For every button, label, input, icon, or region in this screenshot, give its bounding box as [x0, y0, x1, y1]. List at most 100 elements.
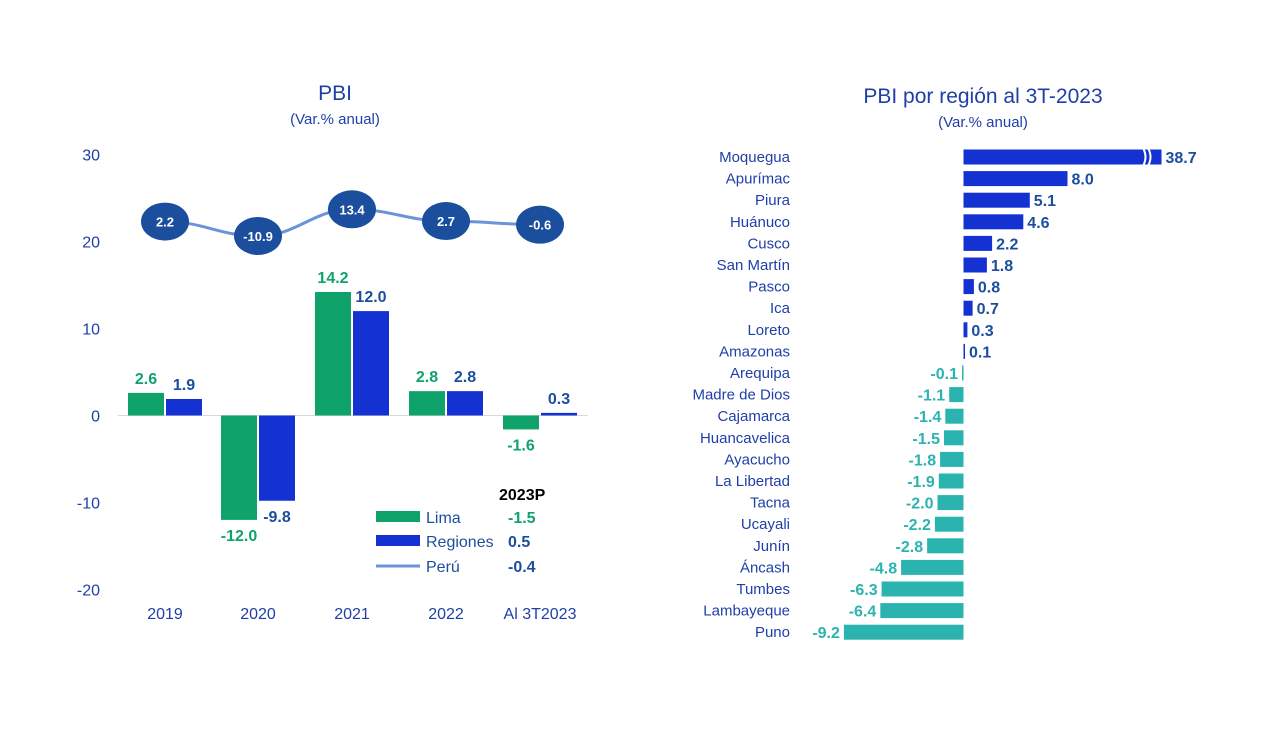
- region-label: Lambayeque: [703, 603, 790, 620]
- region-bar: [934, 516, 964, 532]
- region-label: Cajamarca: [717, 408, 790, 425]
- peru-data-label: -10.9: [243, 229, 273, 244]
- region-data-label: -1.1: [918, 388, 946, 405]
- regiones-bar: [259, 415, 295, 501]
- regiones-bar: [166, 398, 202, 416]
- gdp-annual-chart: PBI (Var.% anual) 30 20 10 0 -10 -20 2019 2020 2…: [77, 82, 588, 623]
- region-label: La Libertad: [715, 473, 790, 490]
- x-tick-label: 2019: [147, 606, 183, 623]
- regiones-bar: [353, 311, 389, 416]
- peru-data-label: 2.2: [156, 215, 174, 230]
- axis-break-mark: [1142, 148, 1152, 166]
- region-bar: [945, 408, 964, 424]
- lima-bar: [409, 391, 445, 416]
- region-data-label: -2.2: [903, 517, 931, 534]
- region-label: Ayacucho: [724, 451, 790, 468]
- region-data-label: 5.1: [1034, 193, 1056, 210]
- region-data-label: 0.1: [969, 344, 991, 361]
- legend-header: 2023P: [499, 487, 546, 504]
- x-tick-label: Al 3T2023: [504, 606, 577, 623]
- left-chart-subtitle: (Var.% anual): [290, 111, 380, 128]
- lima-bar: [128, 392, 164, 416]
- region-label: Cusco: [747, 235, 790, 252]
- peru-data-label: -0.6: [529, 218, 551, 233]
- region-bar: [963, 279, 974, 295]
- region-label: San Martín: [717, 257, 790, 274]
- region-data-label: 0.3: [971, 323, 993, 340]
- lima-data-label: -12.0: [221, 528, 258, 545]
- region-data-label: -1.9: [907, 474, 935, 491]
- region-data-label: -2.0: [906, 496, 934, 513]
- lima-bar: [315, 291, 351, 416]
- regiones-data-label: 1.9: [173, 377, 195, 394]
- peru-point: [328, 190, 376, 229]
- lima-data-label: 14.2: [317, 270, 348, 287]
- region-data-label: 38.7: [1166, 150, 1197, 167]
- legend-value: -1.5: [508, 510, 536, 527]
- region-label: Madre de Dios: [692, 387, 790, 404]
- legend-label: Regiones: [426, 534, 494, 551]
- region-data-label: -1.5: [912, 431, 940, 448]
- region-data-label: -2.8: [896, 539, 924, 556]
- y-tick-label: 0: [91, 409, 100, 426]
- region-bar: [944, 430, 964, 446]
- lima-data-label: 2.8: [416, 369, 438, 386]
- region-data-label: 8.0: [1072, 172, 1094, 189]
- region-data-label: -4.8: [870, 560, 898, 577]
- region-label: Tumbes: [736, 581, 790, 598]
- legend-value: -0.4: [508, 559, 536, 576]
- peru-point: [516, 205, 564, 244]
- region-data-label: -0.1: [930, 366, 958, 383]
- region-label: Piura: [755, 192, 791, 209]
- regiones-bar: [541, 412, 577, 416]
- region-data-label: -1.4: [914, 409, 942, 426]
- region-bar: [927, 538, 964, 554]
- legend-label: Lima: [426, 510, 461, 527]
- region-bar: [963, 257, 987, 273]
- legend-label: Perú: [426, 559, 460, 576]
- region-label: Ica: [770, 300, 791, 317]
- y-tick-label: -20: [77, 583, 100, 600]
- legend-swatch-lima: [376, 511, 420, 522]
- y-tick-label: 30: [82, 148, 100, 165]
- regiones-data-label: 2.8: [454, 369, 476, 386]
- legend-swatch-regiones: [376, 535, 420, 546]
- peru-data-label: 13.4: [339, 202, 365, 217]
- region-bar: [963, 322, 968, 338]
- x-tick-label: 2022: [428, 606, 464, 623]
- region-label: Ucayali: [741, 516, 790, 533]
- left-chart-title: PBI: [318, 82, 352, 105]
- region-bar: [843, 624, 964, 640]
- region-data-label: 0.7: [977, 301, 999, 318]
- region-label: Junín: [753, 538, 790, 555]
- region-data-label: -6.3: [850, 582, 878, 599]
- legend-value: 0.5: [508, 534, 530, 551]
- regiones-bar: [447, 391, 483, 416]
- region-data-label: 1.8: [991, 258, 1013, 275]
- region-label: Apurímac: [726, 171, 791, 188]
- y-tick-label: -10: [77, 496, 100, 513]
- region-bar: [963, 235, 993, 251]
- lima-data-label: 2.6: [135, 371, 157, 388]
- right-chart-title: PBI por región al 3T-2023: [863, 85, 1102, 108]
- regiones-data-label: -9.8: [263, 509, 291, 526]
- region-bar: [963, 300, 973, 316]
- x-tick-label: 2020: [240, 606, 276, 623]
- region-bar: [938, 473, 964, 489]
- region-label: Moquegua: [719, 149, 791, 166]
- regiones-data-label: 0.3: [548, 391, 570, 408]
- y-tick-label: 10: [82, 322, 100, 339]
- region-label: Huancavelica: [700, 430, 791, 447]
- peru-point: [234, 216, 282, 255]
- region-label: Huánuco: [730, 214, 790, 231]
- region-data-label: 4.6: [1027, 215, 1049, 232]
- y-tick-label: 20: [82, 235, 100, 252]
- peru-point: [422, 202, 470, 241]
- region-bar: [937, 495, 964, 511]
- gdp-by-region-chart: PBI por región al 3T-2023 (Var.% anual) …: [692, 85, 1197, 642]
- region-data-label: -1.8: [909, 452, 937, 469]
- region-bar: [881, 581, 964, 597]
- lima-data-label: -1.6: [507, 437, 535, 454]
- region-bar: [963, 149, 1162, 165]
